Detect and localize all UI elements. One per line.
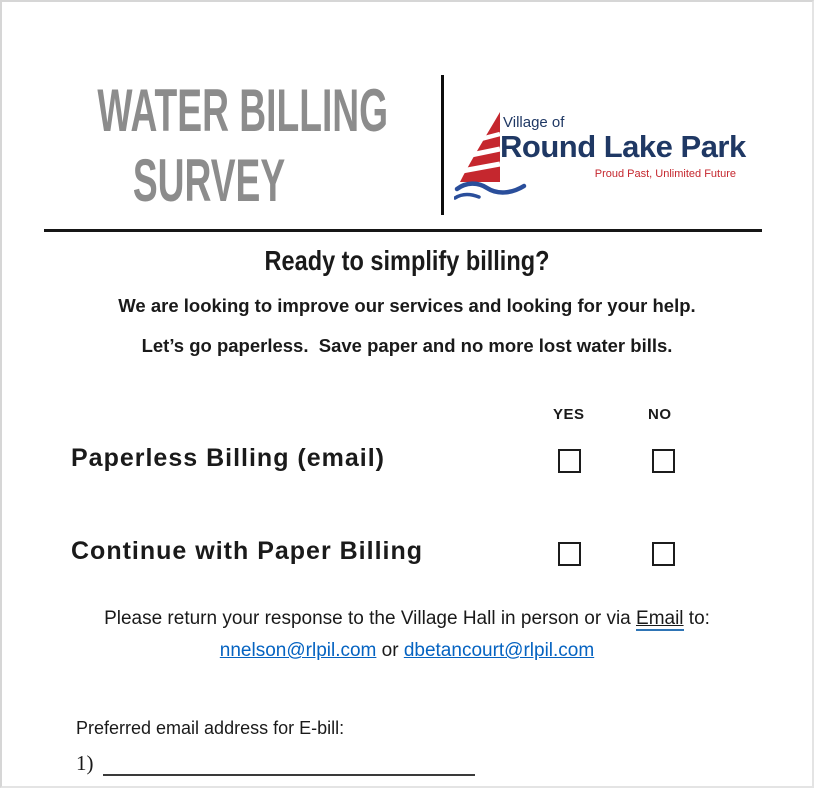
- return-instructions-prefix: Please return your response to the Villa…: [104, 608, 637, 629]
- logo-village-of: Village of: [503, 114, 565, 131]
- intro-line1: We are looking to improve our services a…: [118, 295, 696, 316]
- intro-line2: Let’s go paperless. Save paper and no mo…: [141, 335, 673, 356]
- email-link-nnelson[interactable]: nnelson@rlpil.com: [219, 640, 377, 661]
- return-instructions: Please return your response to the Villa…: [2, 608, 812, 631]
- sailboat-icon: [454, 112, 527, 200]
- email-separator: or: [376, 640, 404, 661]
- email-link-dbetancourt[interactable]: dbetancourt@rlpil.com: [403, 640, 595, 661]
- email-entry-row: 1): [76, 750, 475, 776]
- document-title: WATER BILLING SURVEY: [29, 76, 389, 216]
- document-title-line2: SURVEY: [132, 147, 286, 214]
- intro-heading: Ready to simplify billing?: [264, 245, 550, 276]
- row-label-paper-billing: Continue with Paper Billing: [71, 537, 423, 565]
- row-label-paperless-billing: Paperless Billing (email): [71, 444, 385, 472]
- preferred-email-label: Preferred email address for E-bill:: [76, 718, 345, 738]
- email-link-word[interactable]: Email: [636, 608, 684, 631]
- paperless-billing-yes-checkbox[interactable]: [558, 449, 581, 473]
- header-horizontal-rule: [44, 229, 762, 232]
- paperless-billing-no-checkbox[interactable]: [652, 449, 675, 473]
- header-vertical-divider: [441, 75, 444, 215]
- email-entry-blank-line[interactable]: [102, 750, 475, 776]
- column-header-yes: YES: [553, 406, 585, 423]
- logo-name: Round Lake Park: [500, 129, 746, 164]
- column-header-no: NO: [648, 406, 672, 423]
- village-logo: Village of Round Lake Park Proud Past, U…: [454, 100, 746, 212]
- return-instructions-suffix: to:: [683, 608, 710, 629]
- paper-billing-yes-checkbox[interactable]: [558, 542, 581, 566]
- contact-emails: nnelson@rlpil.com or dbetancourt@rlpil.c…: [2, 640, 812, 662]
- paper-billing-no-checkbox[interactable]: [652, 542, 675, 566]
- entry-number: 1): [76, 751, 94, 775]
- document-title-line1: WATER BILLING: [97, 77, 389, 144]
- logo-tagline: Proud Past, Unlimited Future: [594, 168, 736, 180]
